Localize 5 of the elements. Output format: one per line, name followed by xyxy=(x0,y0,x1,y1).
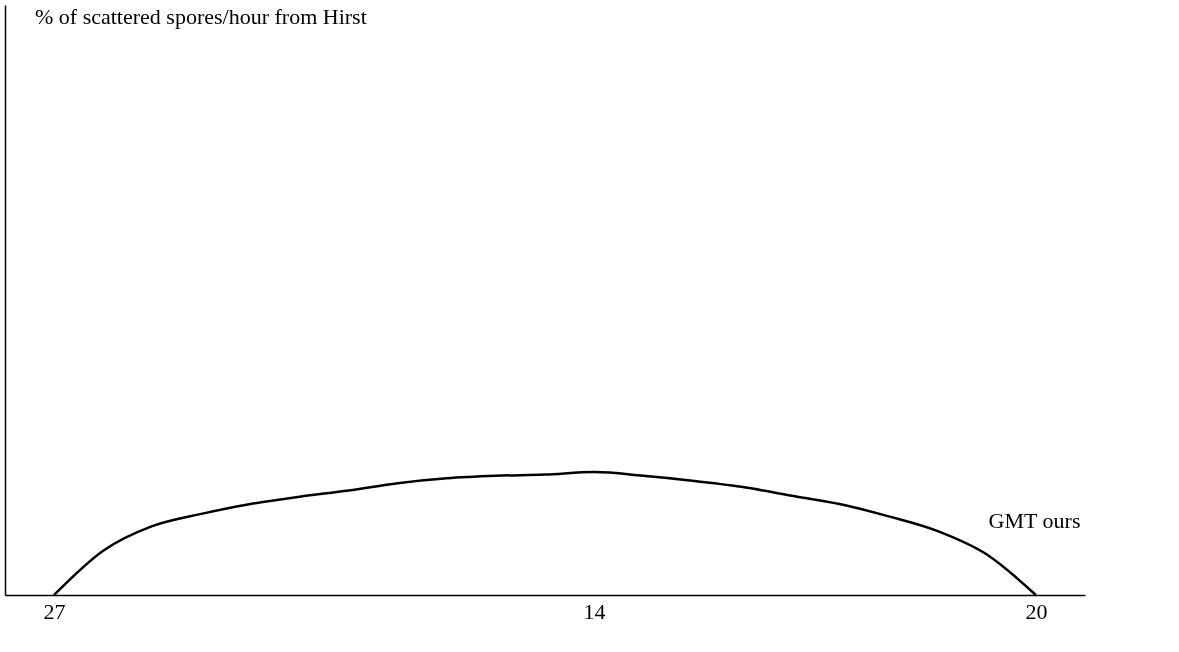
x-tick-label: 27 xyxy=(43,598,66,624)
x-tick-label: 20 xyxy=(1025,598,1048,624)
text: % of scattered spores/hour from Hirst xyxy=(35,4,367,29)
x-axis-title: GMT ours xyxy=(988,507,1081,533)
x-tick-label: 14 xyxy=(583,598,606,624)
